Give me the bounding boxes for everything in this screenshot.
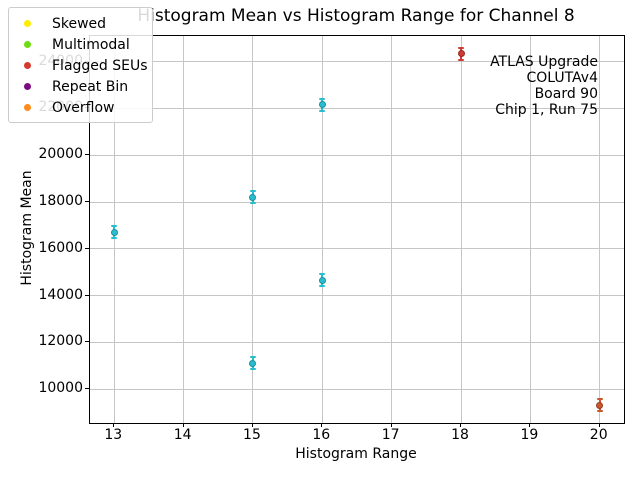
y-tick-label-20000: 20000	[38, 146, 83, 163]
gridline-y-22000	[90, 107, 624, 109]
error-cap-1-0	[249, 190, 256, 193]
x-tick-14	[182, 423, 184, 427]
error-cap-3-0	[319, 97, 326, 100]
gridline-y-10000	[90, 388, 624, 390]
gridline-x-20	[599, 36, 601, 423]
gridline-y-16000	[90, 248, 624, 250]
error-cap-0-1	[111, 237, 118, 240]
legend-label: Repeat Bin	[52, 78, 129, 95]
data-point	[457, 50, 465, 58]
y-tick-16000	[85, 247, 89, 249]
y-tick-label-16000: 16000	[38, 239, 83, 256]
error-cap-5-1	[458, 58, 465, 61]
x-tick-label-14: 14	[173, 427, 192, 443]
data-point	[249, 359, 257, 367]
annotation-line-3: Chip 1, Run 75	[495, 102, 598, 118]
legend-item-overflow: Overflow	[9, 97, 152, 118]
legend-marker-icon	[24, 83, 31, 90]
y-tick-20000	[85, 154, 89, 156]
x-tick-16	[321, 423, 323, 427]
x-axis-label: Histogram Range	[295, 446, 417, 462]
x-tick-17	[390, 423, 392, 427]
x-tick-label-18: 18	[451, 427, 469, 443]
y-tick-label-12000: 12000	[38, 333, 83, 350]
annotation-text: ATLAS Upgrade COLUTAv4 Board 90 Chip 1, Run…	[490, 54, 598, 118]
error-cap-6-0	[596, 398, 603, 401]
x-tick-18	[460, 423, 462, 427]
legend-item-flagged-seus: Flagged SEUs	[9, 55, 152, 76]
y-tick-10000	[85, 388, 89, 390]
y-tick-label-10000: 10000	[38, 380, 83, 397]
annotation-line-0: ATLAS Upgrade	[490, 54, 598, 70]
data-point	[318, 101, 326, 109]
x-tick-15	[251, 423, 253, 427]
annotation-line-1: COLUTAv4	[526, 70, 598, 86]
gridline-y-20000	[90, 154, 624, 156]
data-point	[110, 228, 118, 236]
y-tick-label-14000: 14000	[38, 286, 83, 303]
legend-item-skewed: Skewed	[9, 13, 152, 34]
error-cap-1-1	[249, 202, 256, 205]
legend-marker-icon	[24, 62, 31, 69]
x-tick-label-17: 17	[381, 427, 400, 443]
legend-marker-icon	[24, 20, 31, 27]
gridline-y-24000	[90, 61, 624, 63]
legend: Skewed Multimodal Flagged SEUs Repeat Bin Ov…	[8, 7, 153, 123]
gridline-y-12000	[90, 341, 624, 343]
legend-label: Overflow	[52, 99, 115, 116]
data-point	[318, 276, 326, 284]
x-tick-13	[113, 423, 115, 427]
chart-title: Histogram Mean vs Histogram Range for Ch…	[137, 6, 575, 26]
legend-item-multimodal: Multimodal	[9, 34, 152, 55]
x-tick-label-20: 20	[589, 427, 608, 443]
legend-label: Flagged SEUs	[52, 57, 148, 74]
x-tick-20	[598, 423, 600, 427]
gridline-x-16	[321, 36, 323, 423]
x-tick-label-15: 15	[243, 427, 261, 443]
gridline-y-18000	[90, 201, 624, 203]
gridline-y-14000	[90, 295, 624, 297]
gridline-x-15	[252, 36, 254, 423]
data-point	[596, 401, 604, 409]
y-tick-12000	[85, 341, 89, 343]
legend-marker-icon	[24, 41, 31, 48]
y-tick-18000	[85, 201, 89, 203]
data-point	[249, 193, 257, 201]
legend-label: Skewed	[52, 15, 107, 32]
y-tick-label-18000: 18000	[38, 193, 83, 210]
error-cap-2-0	[249, 356, 256, 359]
x-tick-label-13: 13	[104, 427, 123, 443]
gridline-x-17	[391, 36, 393, 423]
gridline-x-18	[460, 36, 462, 423]
plot-area	[89, 35, 625, 424]
legend-item-repeat-bin: Repeat Bin	[9, 76, 152, 97]
error-cap-0-0	[111, 225, 118, 228]
y-tick-14000	[85, 294, 89, 296]
x-tick-19	[529, 423, 531, 427]
legend-label: Multimodal	[52, 36, 130, 53]
error-cap-4-0	[319, 273, 326, 276]
legend-marker-icon	[24, 104, 31, 111]
error-cap-5-0	[458, 46, 465, 49]
x-tick-label-16: 16	[312, 427, 331, 443]
x-tick-label-19: 19	[520, 427, 539, 443]
gridline-x-19	[529, 36, 531, 423]
error-cap-4-1	[319, 285, 326, 288]
annotation-line-2: Board 90	[534, 86, 598, 102]
gridline-x-14	[183, 36, 185, 423]
error-cap-6-1	[596, 410, 603, 413]
error-cap-2-1	[249, 368, 256, 371]
error-cap-3-1	[319, 109, 326, 112]
